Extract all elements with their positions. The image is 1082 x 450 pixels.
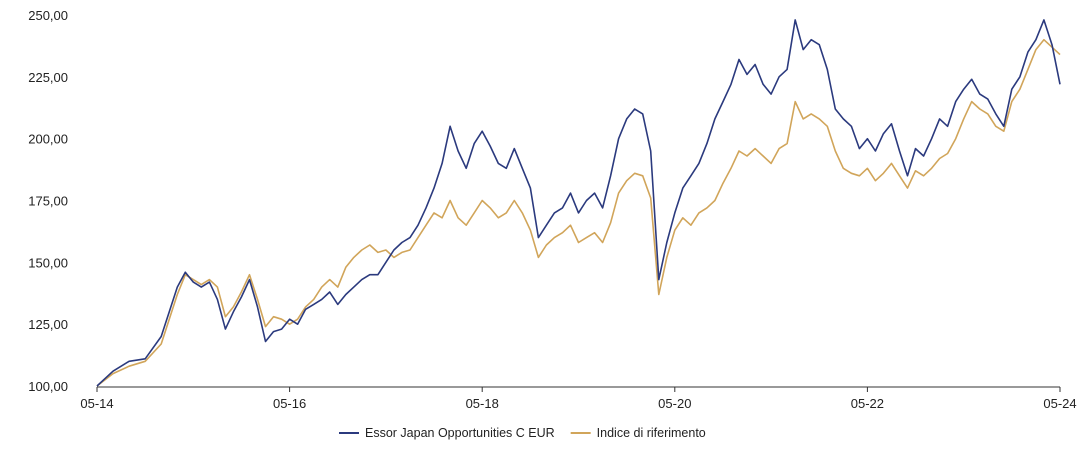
y-tick-label: 250,00 xyxy=(28,8,68,23)
y-tick-label: 200,00 xyxy=(28,132,68,147)
x-tick-label: 05-20 xyxy=(658,396,691,411)
y-tick-label: 125,00 xyxy=(28,317,68,332)
series-line-1 xyxy=(96,19,1061,387)
x-tick-label: 05-24 xyxy=(1043,396,1076,411)
y-tick-label: 100,00 xyxy=(28,379,68,394)
legend: Essor Japan Opportunities C EUR Indice di… xyxy=(339,426,706,440)
y-tick-label: 175,00 xyxy=(28,194,68,209)
x-tick-label: 05-14 xyxy=(80,396,113,411)
series-layer xyxy=(96,19,1061,387)
y-axis: 100,00 125,00 150,00 175,00 200,00 225,00 250,… xyxy=(28,8,68,394)
x-tick-label: 05-16 xyxy=(273,396,306,411)
legend-label: Essor Japan Opportunities C EUR xyxy=(365,426,555,440)
series-line-2 xyxy=(96,38,1061,387)
y-tick-label: 225,00 xyxy=(28,70,68,85)
x-tick-label: 05-18 xyxy=(466,396,499,411)
x-tick-label: 05-22 xyxy=(851,396,884,411)
legend-label: Indice di riferimento xyxy=(597,426,706,440)
y-tick-label: 150,00 xyxy=(28,255,68,270)
x-axis: 05-14 05-16 05-18 05-20 05-22 05-24 xyxy=(80,386,1077,411)
